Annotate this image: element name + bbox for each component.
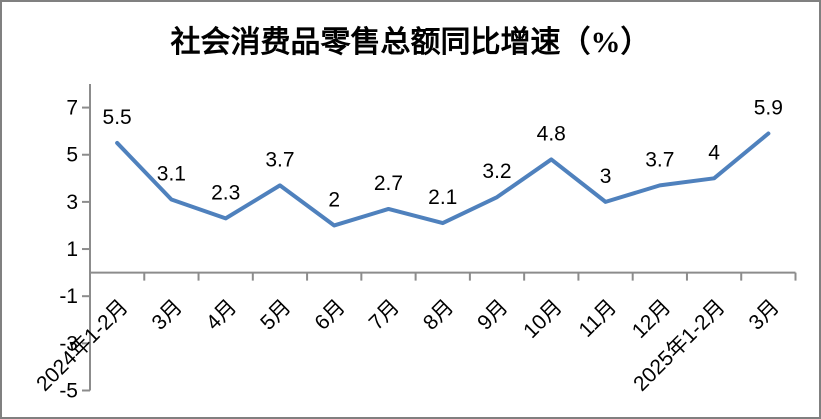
chart-title: 社会消费品零售总额同比增速（%） xyxy=(170,26,651,59)
y-tick-label: -3 xyxy=(59,332,78,355)
x-category-label: 11月 xyxy=(575,295,622,342)
y-tick-label: 7 xyxy=(66,97,78,120)
y-tick-label: 5 xyxy=(66,144,78,167)
x-category-label: 2024年1-2月 xyxy=(32,295,132,395)
x-category-label: 3月 xyxy=(745,295,784,334)
y-tick-label: -1 xyxy=(59,285,78,308)
x-category-label: 6月 xyxy=(310,295,349,334)
data-label: 2.1 xyxy=(428,186,457,209)
y-tick-label: -5 xyxy=(59,380,78,403)
y-tick-label: 1 xyxy=(66,238,78,261)
x-category-label: 12月 xyxy=(628,295,676,343)
x-category-label: 3月 xyxy=(148,295,187,334)
x-category-label: 7月 xyxy=(365,295,404,334)
data-label: 5.5 xyxy=(103,106,132,129)
x-category-label: 10月 xyxy=(519,295,567,343)
data-line xyxy=(115,131,771,228)
data-label: 2.3 xyxy=(211,181,240,204)
data-label: 3.7 xyxy=(265,148,294,171)
data-label: 2 xyxy=(328,188,340,211)
x-category-label: 5月 xyxy=(256,295,295,334)
x-category-label: 9月 xyxy=(473,295,512,334)
x-category-label: 4月 xyxy=(202,295,241,334)
data-label: 3.7 xyxy=(645,148,674,171)
data-label: 3 xyxy=(600,165,612,188)
data-label: 4 xyxy=(708,141,720,164)
y-tick-label: 3 xyxy=(66,191,78,214)
data-label: 4.8 xyxy=(537,122,566,145)
data-label: 5.9 xyxy=(754,97,783,120)
data-label: 2.7 xyxy=(374,172,403,195)
x-category-label: 8月 xyxy=(419,295,458,334)
data-label: 3.2 xyxy=(482,160,511,183)
data-label: 3.1 xyxy=(157,163,186,186)
